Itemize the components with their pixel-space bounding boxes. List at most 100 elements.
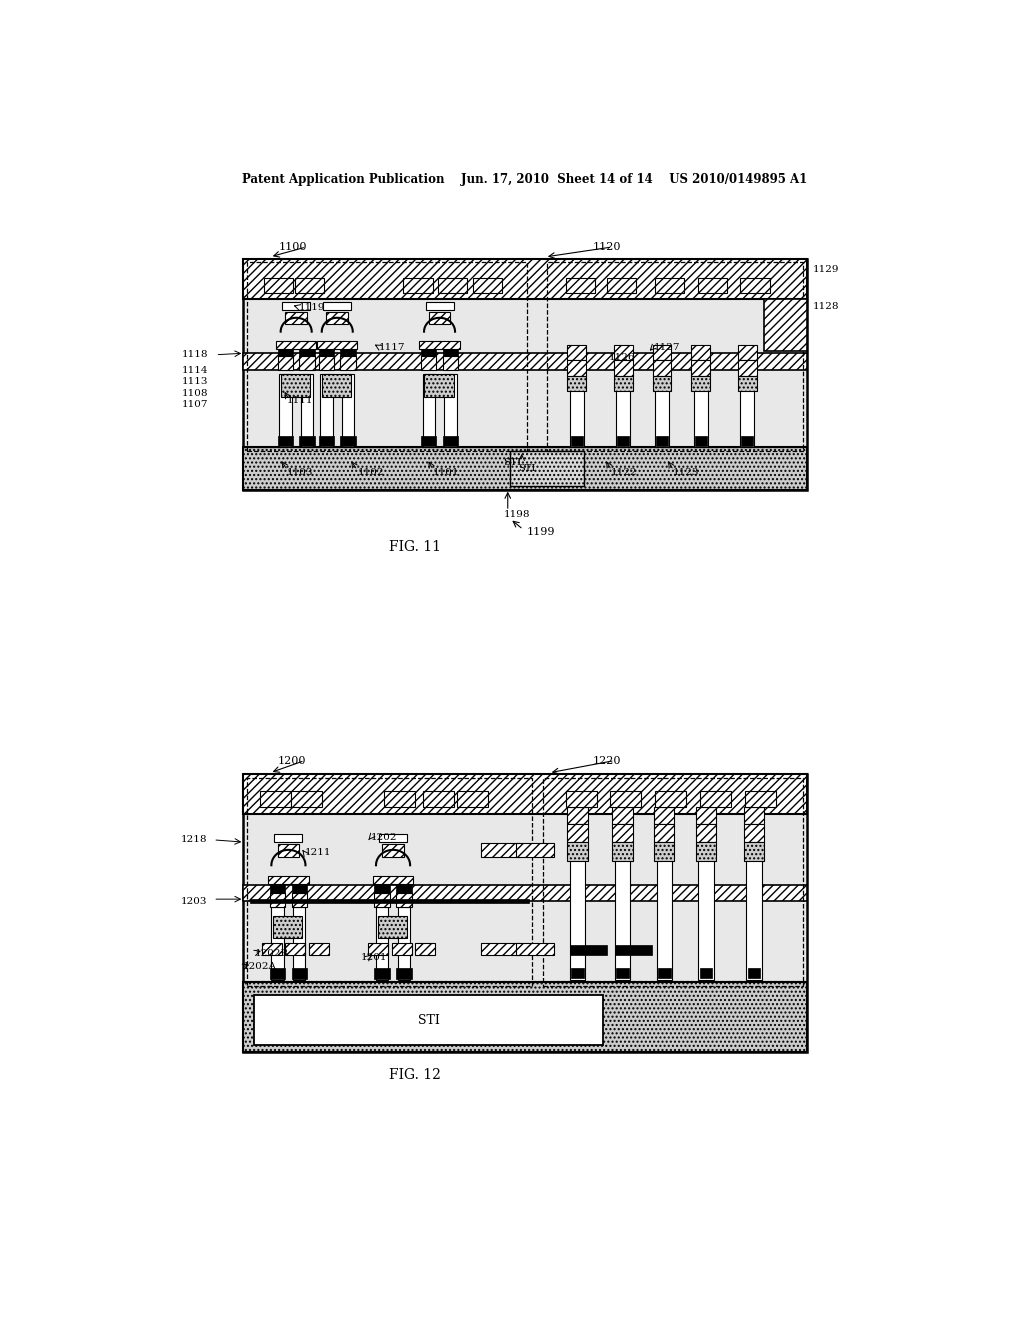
Bar	[301, 374, 313, 447]
Bar	[658, 968, 671, 978]
Bar	[270, 892, 286, 907]
Bar	[566, 792, 597, 807]
Bar	[423, 792, 454, 807]
Bar	[286, 942, 305, 956]
Text: 1200: 1200	[278, 755, 306, 766]
Bar	[299, 356, 314, 370]
Bar	[744, 792, 776, 807]
Bar	[746, 813, 762, 979]
Bar	[480, 843, 519, 857]
Bar	[274, 834, 302, 842]
Bar	[698, 813, 714, 979]
Text: 1127: 1127	[653, 343, 680, 351]
Bar	[696, 824, 716, 842]
Bar	[571, 968, 584, 978]
Bar	[738, 360, 757, 376]
Bar	[652, 360, 672, 376]
Bar	[510, 451, 584, 486]
Bar	[655, 437, 669, 446]
Bar	[278, 356, 293, 370]
Bar	[373, 876, 414, 884]
Bar	[295, 277, 324, 293]
Bar	[654, 824, 675, 842]
Bar	[299, 436, 314, 446]
Bar	[741, 437, 754, 446]
Text: Patent Application Publication    Jun. 17, 2010  Sheet 14 of 14    US 2010/01498: Patent Application Publication Jun. 17, …	[242, 173, 808, 186]
Text: 1117: 1117	[378, 343, 404, 351]
Bar	[324, 302, 351, 310]
Text: 1114: 1114	[182, 366, 209, 375]
Bar	[423, 374, 435, 447]
Bar	[567, 345, 586, 360]
Bar	[696, 842, 716, 861]
Bar	[247, 779, 531, 986]
Bar	[616, 968, 629, 978]
Bar	[612, 842, 633, 861]
Bar	[567, 842, 588, 861]
Bar	[652, 345, 672, 360]
Bar	[612, 824, 633, 842]
Text: 1119: 1119	[299, 302, 325, 312]
Bar	[397, 907, 410, 979]
Bar	[247, 263, 527, 451]
Bar	[421, 348, 436, 356]
Bar	[396, 892, 412, 907]
Bar	[442, 436, 458, 446]
Bar	[614, 813, 630, 979]
Text: 1203: 1203	[180, 898, 207, 906]
Bar	[273, 916, 302, 937]
Bar	[318, 436, 334, 446]
Bar	[391, 942, 412, 956]
Bar	[515, 942, 554, 956]
Bar	[243, 775, 807, 1052]
Bar	[278, 348, 293, 356]
Bar	[567, 376, 586, 391]
Text: 1128: 1128	[813, 302, 840, 310]
Bar	[569, 945, 607, 956]
Bar	[278, 845, 299, 857]
Bar	[569, 813, 586, 979]
Bar	[243, 884, 807, 902]
Text: 1108: 1108	[182, 389, 209, 397]
Bar	[299, 348, 314, 356]
Text: FIG. 12: FIG. 12	[389, 1068, 440, 1081]
Bar	[379, 834, 407, 842]
Text: 1202B: 1202B	[254, 949, 289, 957]
Bar	[421, 356, 436, 370]
Bar	[458, 792, 488, 807]
Bar	[764, 298, 807, 351]
Bar	[566, 277, 595, 293]
Bar	[375, 969, 390, 979]
Bar	[292, 892, 307, 907]
Bar	[369, 942, 388, 956]
Bar	[655, 792, 686, 807]
Bar	[744, 842, 764, 861]
Bar	[271, 907, 284, 979]
Bar	[691, 376, 710, 391]
Bar	[614, 345, 633, 360]
Bar	[652, 376, 672, 391]
Text: 1129: 1129	[813, 265, 840, 273]
Bar	[293, 907, 305, 979]
Bar	[243, 259, 807, 490]
Bar	[375, 886, 390, 892]
Bar	[243, 775, 807, 814]
Bar	[340, 436, 356, 446]
Text: 1218: 1218	[180, 836, 207, 845]
Bar	[480, 942, 519, 956]
Text: STI: STI	[518, 465, 536, 473]
Bar	[694, 437, 707, 446]
Bar	[382, 845, 403, 857]
Bar	[693, 354, 708, 447]
Bar	[276, 341, 316, 348]
Bar	[263, 277, 293, 293]
Bar	[262, 942, 283, 956]
Text: 1118: 1118	[182, 350, 209, 359]
Text: 1201: 1201	[360, 953, 387, 962]
Bar	[270, 969, 286, 979]
Bar	[243, 982, 807, 1052]
Bar	[738, 376, 757, 391]
Bar	[700, 968, 713, 978]
Bar	[251, 899, 529, 903]
Bar	[442, 348, 458, 356]
